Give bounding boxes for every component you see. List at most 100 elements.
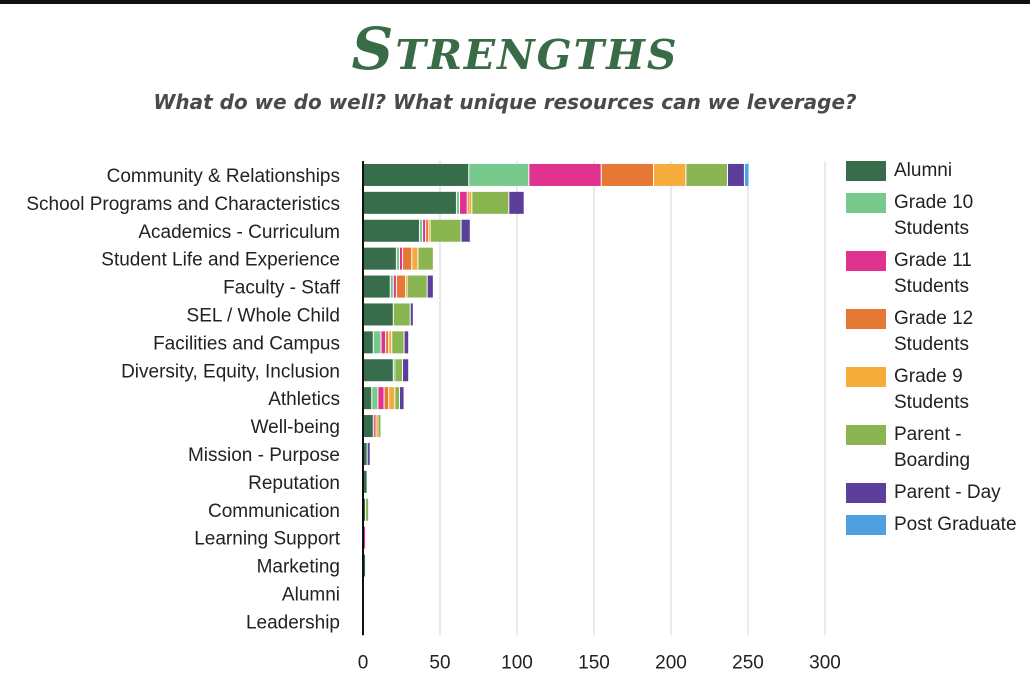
bar-segment	[363, 303, 393, 326]
bar-segment	[373, 415, 375, 438]
bar-segment	[469, 163, 529, 186]
category-label: Community & Relationships	[107, 166, 340, 187]
bar-segment	[363, 470, 367, 493]
bar-segment	[460, 191, 467, 214]
legend-item[interactable]: Grade 10 Students	[846, 190, 1030, 242]
bar-segment	[367, 442, 370, 465]
legend-swatch	[846, 483, 886, 503]
category-label: Marketing	[257, 557, 340, 578]
bar-segment	[467, 191, 469, 214]
bar-segment	[654, 163, 686, 186]
bar-segment	[363, 359, 393, 382]
bar-segment	[366, 498, 369, 521]
legend-swatch	[846, 251, 886, 271]
bar-segment	[403, 359, 409, 382]
bar-segment	[403, 247, 412, 270]
chart-legend: Alumni Grade 10 Students Grade 11 Studen…	[846, 158, 1030, 544]
category-label: Well-being	[251, 417, 340, 438]
bar-segment	[423, 219, 426, 242]
category-label: Academics - Curriculum	[138, 222, 340, 243]
legend-item[interactable]: Alumni	[846, 158, 1030, 184]
legend-item[interactable]: Grade 9 Students	[846, 364, 1030, 416]
bar-segment	[363, 191, 456, 214]
legend-label: Parent - Boarding	[894, 424, 971, 471]
legend-label: Grade 9 Students	[894, 366, 969, 413]
bar-segment	[363, 219, 419, 242]
bar-segment	[363, 247, 396, 270]
bar-segment	[430, 219, 461, 242]
bar-segment	[509, 191, 524, 214]
bar-segment	[393, 359, 395, 382]
category-label: SEL / Whole Child	[187, 305, 340, 326]
bar-segment	[744, 163, 749, 186]
legend-label: Grade 10 Students	[894, 192, 974, 239]
bar-segment	[389, 331, 392, 354]
bar-segment	[363, 387, 372, 410]
legend-label: Grade 11 Students	[894, 250, 972, 297]
bar-segment	[372, 387, 378, 410]
bar-segment	[395, 387, 399, 410]
bar-segment	[399, 247, 403, 270]
stacked-bar-chart: 0 50 100 150 200 250 300 Community & Relationsh…	[26, 161, 841, 673]
bar-segment	[429, 219, 431, 242]
bar-segment	[386, 331, 389, 354]
bar-segment	[363, 442, 367, 465]
x-tick-label: 0	[358, 652, 369, 673]
legend-label: Grade 12 Students	[894, 308, 974, 355]
bar-segment	[529, 163, 601, 186]
bar-segment	[393, 303, 410, 326]
bar-segment	[395, 359, 403, 382]
legend-label: Parent - Day	[894, 482, 1001, 503]
bar-segment	[363, 415, 373, 438]
category-label: Faculty - Staff	[223, 278, 341, 299]
category-label: Facilities and Campus	[153, 333, 340, 354]
category-label: Leadership	[246, 612, 340, 633]
bar-segment	[418, 247, 433, 270]
legend-label: Post Graduate	[894, 514, 1017, 535]
legend-swatch	[846, 425, 886, 445]
bar-segment	[404, 331, 409, 354]
category-label: Reputation	[248, 473, 340, 494]
bar-segment	[384, 387, 389, 410]
bar-segment	[363, 498, 366, 521]
chart-subtitle: What do we do well? What unique resource…	[153, 90, 857, 114]
bar-segment	[406, 275, 408, 298]
legend-item[interactable]: Parent - Day	[846, 480, 1030, 506]
bar-segment	[363, 331, 373, 354]
category-label: Mission - Purpose	[188, 445, 340, 466]
bar-segment	[426, 219, 429, 242]
bar-segment	[472, 191, 509, 214]
bar-segment	[461, 219, 470, 242]
category-label: Communication	[208, 501, 340, 522]
bar-segment	[363, 275, 390, 298]
legend-item[interactable]: Grade 12 Students	[846, 306, 1030, 358]
bar-segment	[390, 275, 393, 298]
x-tick-label: 300	[809, 652, 841, 673]
bar-segment	[376, 415, 378, 438]
category-label: Diversity, Equity, Inclusion	[121, 361, 340, 382]
bar-segment	[363, 526, 366, 549]
x-tick-label: 200	[655, 652, 687, 673]
bar-segment	[410, 303, 413, 326]
legend-label: Alumni	[894, 160, 953, 181]
legend-swatch	[846, 515, 886, 535]
x-tick-label: 150	[578, 652, 610, 673]
bar-segment	[396, 247, 399, 270]
bar-segment	[392, 331, 404, 354]
bar-segment	[456, 191, 460, 214]
bar-segment	[363, 554, 366, 577]
bar-segment	[427, 275, 433, 298]
legend-item[interactable]: Parent - Boarding	[846, 422, 1030, 474]
legend-swatch	[846, 309, 886, 329]
bar-segment	[407, 275, 427, 298]
bar-segment	[419, 219, 423, 242]
bar-segment	[727, 163, 744, 186]
bar-segment	[378, 387, 384, 410]
legend-item[interactable]: Post Graduate	[846, 512, 1030, 538]
legend-item[interactable]: Grade 11 Students	[846, 248, 1030, 300]
category-label: Athletics	[268, 389, 340, 410]
bar-segment	[601, 163, 654, 186]
bar-segment	[399, 387, 404, 410]
x-tick-label: 50	[429, 652, 450, 673]
category-label: Alumni	[282, 584, 340, 605]
